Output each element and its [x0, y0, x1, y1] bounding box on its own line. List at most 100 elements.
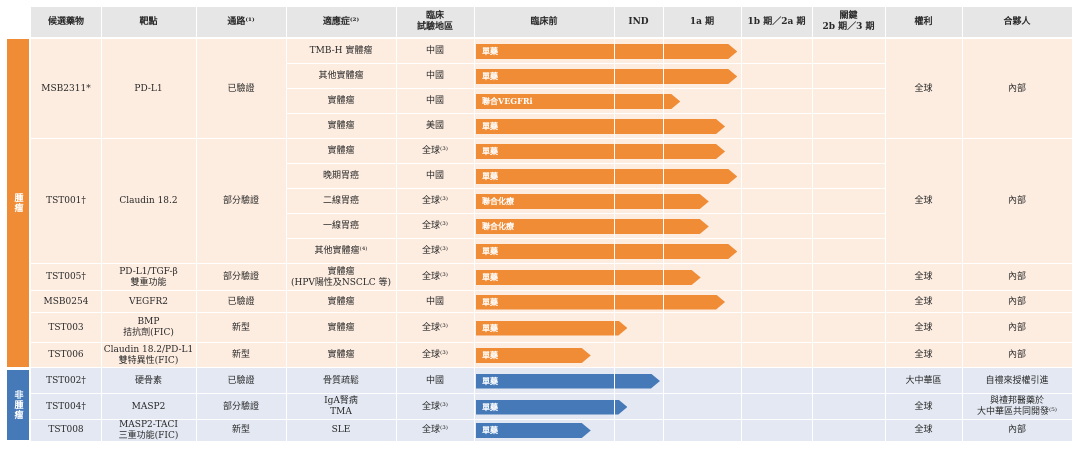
header-partner: 合夥人: [1003, 16, 1031, 27]
progress-bar-label: 單藥: [482, 401, 498, 412]
progress-bar-label: 單藥: [482, 272, 498, 282]
grid-line: [31, 419, 1072, 420]
grid-line: [286, 88, 885, 89]
indication-cell: 晚期胃癌: [322, 171, 359, 181]
progress-bar-label: 單藥: [482, 322, 498, 333]
indication-cell: 一線胃癌: [322, 221, 359, 231]
oncology-label: 腫瘤: [7, 39, 29, 367]
rights-cell: 全球: [914, 272, 933, 282]
region-cell: 全球⁽³⁾: [421, 322, 449, 333]
rights-cell: 全球: [914, 83, 933, 94]
indication-cell: SLE: [331, 425, 351, 435]
partner-cell: 內部: [1007, 322, 1026, 333]
indication-cell: TMB-H 實體瘤: [309, 46, 373, 56]
grid-line: [474, 7, 475, 441]
grid-line: [31, 367, 1072, 368]
grid-line: [286, 113, 885, 114]
region-cell: 中國: [425, 71, 444, 81]
header-target: 靶點: [139, 16, 158, 27]
partner-cell: 自禮來授權引進: [985, 375, 1049, 386]
progress-bar: 聯合化療: [476, 219, 709, 234]
partner-cell: 與禮邦醫藥於 大中華區共同開發⁽⁵⁾: [976, 396, 1058, 417]
header-p2b: 關鍵 2b 期／3 期: [822, 11, 875, 32]
header-ind: 適應症⁽²⁾: [322, 16, 360, 27]
header-reg: 臨床 試驗地區: [416, 11, 453, 32]
partner-cell: 內部: [1007, 83, 1026, 94]
grid-line: [286, 63, 885, 64]
grid-line: [286, 163, 885, 164]
pathway-cell: 已驗證: [227, 375, 255, 386]
progress-bar-label: 單藥: [482, 296, 498, 307]
rights-cell: 全球: [914, 196, 933, 206]
grid-line: [663, 7, 664, 441]
header-name: 候選藥物: [47, 16, 84, 27]
partner-cell: 內部: [1007, 296, 1026, 307]
progress-bar-label: 單藥: [482, 425, 498, 435]
candidate-name: TST003: [48, 322, 84, 333]
partner-cell: 內部: [1007, 350, 1026, 360]
progress-bar: 單藥: [476, 374, 660, 389]
region-cell: 全球⁽³⁾: [421, 425, 449, 435]
region-cell: 全球⁽³⁾: [421, 196, 449, 206]
header-rights: 權利: [914, 16, 933, 27]
progress-bar-label: 聯合VEGFRi: [482, 96, 533, 106]
target-cell: MASP2: [131, 401, 166, 412]
indication-cell: 實體瘤: [327, 96, 355, 106]
header-ind2: IND: [628, 16, 649, 27]
grid-line: [286, 213, 885, 214]
progress-bar: 單藥: [476, 321, 627, 336]
grid-line: [31, 263, 1072, 264]
region-cell: 中國: [425, 96, 444, 106]
target-cell: Claudin 18.2/PD-L1 雙特異性(FIC): [103, 344, 194, 366]
region-cell: 全球⁽³⁾: [421, 246, 449, 256]
progress-bar: 單藥: [476, 423, 591, 438]
progress-bar-label: 單藥: [482, 46, 498, 56]
candidate-name: TST001†: [46, 196, 86, 206]
progress-bar-label: 單藥: [482, 375, 498, 386]
header-pre: 臨床前: [530, 16, 558, 27]
indication-cell: IgA腎病 TMA: [324, 396, 358, 417]
progress-bar: 單藥: [476, 169, 737, 184]
grid-line: [812, 7, 813, 441]
rights-cell: 全球: [914, 425, 933, 435]
indication-cell: 二線胃癌: [322, 196, 359, 206]
progress-bar: 單藥: [476, 69, 737, 84]
grid-line: [286, 7, 287, 441]
progress-bar: 聯合VEGFRi: [476, 94, 680, 109]
header-row: [31, 7, 1072, 37]
indication-cell: 實體瘤: [327, 296, 355, 307]
non-oncology-label: 非腫瘤: [7, 370, 29, 440]
progress-bar: 單藥: [476, 348, 591, 363]
target-cell: Claudin 18.2: [119, 196, 178, 206]
partner-cell: 內部: [1007, 425, 1026, 435]
progress-bar-label: 單藥: [482, 171, 498, 181]
target-cell: PD-L1: [134, 83, 163, 94]
candidate-name: TST005†: [46, 272, 86, 282]
pathway-cell: 新型: [231, 350, 250, 360]
pathway-cell: 新型: [231, 425, 250, 435]
target-cell: BMP 拮抗劑(FIC): [123, 317, 174, 338]
candidate-name: TST008: [48, 425, 84, 435]
pathway-cell: 部分驗證: [222, 272, 259, 282]
progress-bar-label: 單藥: [482, 350, 498, 360]
rights-cell: 全球: [914, 350, 933, 360]
region-cell: 全球⁽³⁾: [421, 221, 449, 231]
progress-bar: 單藥: [476, 270, 701, 285]
indication-cell: 其他實體瘤⁽⁴⁾: [314, 246, 368, 256]
region-cell: 中國: [425, 296, 444, 307]
candidate-name: TST006: [48, 350, 84, 360]
header-path: 通路⁽¹⁾: [227, 16, 255, 27]
region-cell: 全球⁽³⁾: [421, 272, 449, 282]
progress-bar: 單藥: [476, 244, 737, 259]
region-cell: 全球⁽³⁾: [421, 146, 449, 156]
grid-line: [962, 7, 963, 441]
candidate-name: TST004†: [46, 401, 86, 412]
indication-cell: 實體瘤: [327, 146, 355, 156]
progress-bar: 單藥: [476, 295, 725, 310]
progress-bar: 單藥: [476, 144, 725, 159]
grid-line: [196, 7, 197, 441]
candidate-name: MSB0254: [43, 296, 89, 307]
rights-cell: 全球: [914, 296, 933, 307]
grid-line: [396, 7, 397, 441]
grid-line: [101, 7, 102, 441]
